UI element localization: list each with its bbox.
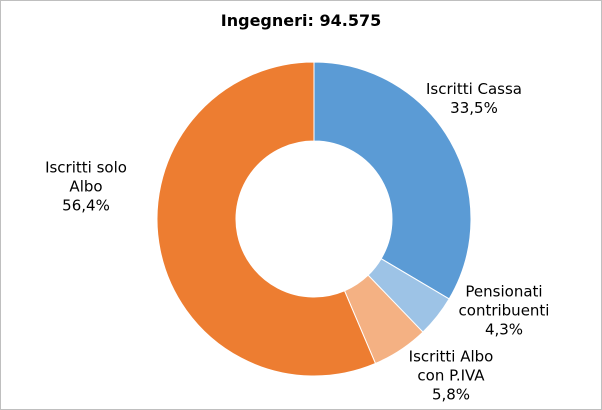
category-label: Iscritti Cassa [425, 80, 523, 98]
slice-label: Iscritti solo Albo 56,4% [45, 159, 127, 216]
value-label: 5,8% [431, 385, 471, 404]
value-label: 4,3% [484, 320, 524, 339]
category-label: Pensionati contribuenti [458, 282, 550, 320]
chart-title: Ingegneri: 94.575 [220, 11, 382, 30]
category-label: Iscritti solo Albo [45, 158, 127, 196]
value-label: 56,4% [62, 196, 110, 215]
value-label: 33,5% [450, 99, 498, 117]
donut-slice [313, 61, 472, 300]
slice-label: Iscritti Cassa 33,5% [426, 80, 522, 118]
slice-label: Iscritti Albo con P.IVA 5,8% [409, 348, 494, 405]
category-label: Iscritti Albo con P.IVA [408, 347, 494, 385]
donut-slice [156, 61, 377, 377]
slice-label: Pensionati contribuenti 4,3% [459, 283, 550, 340]
